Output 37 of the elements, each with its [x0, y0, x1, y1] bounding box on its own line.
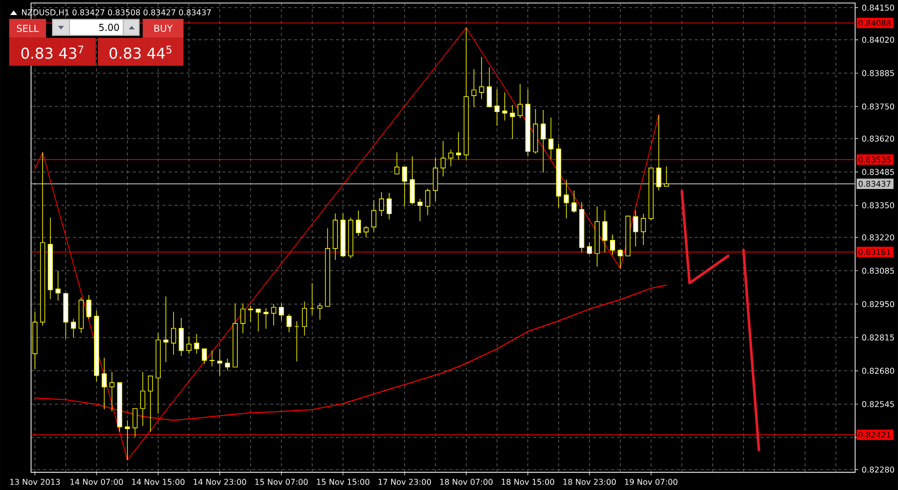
candlestick: [572, 190, 577, 213]
candlestick: [418, 198, 423, 222]
candlestick: [610, 234, 616, 256]
candlestick: [140, 372, 146, 426]
candlestick: [548, 117, 554, 160]
candlestick: [248, 305, 254, 322]
annotation: 5.00: [99, 24, 119, 31]
candlestick: [263, 308, 268, 330]
candlestick: [186, 336, 192, 354]
candlestick: [56, 270, 61, 301]
candlestick: [302, 301, 307, 336]
candlestick: [224, 358, 230, 371]
candlestick: [48, 217, 53, 300]
candlestick: [471, 68, 476, 108]
candlestick: [171, 311, 176, 355]
candlestick: [109, 372, 114, 412]
annotation: 0.83 43$^{7}$: [21, 46, 84, 59]
candlestick: [456, 132, 462, 160]
candlestick: [594, 206, 600, 268]
annotation: SELL: [16, 24, 39, 32]
candlestick: [163, 296, 168, 362]
candlestick: [432, 156, 438, 202]
candlestick: [564, 179, 569, 219]
candlestick: [494, 88, 500, 126]
candlestick: [602, 210, 608, 253]
candlestick: [286, 314, 292, 332]
candlestick: [379, 191, 384, 216]
annotation: 0.83 44$^{5}$: [110, 46, 172, 59]
candlestick: [510, 104, 515, 140]
candlestick: [217, 348, 222, 376]
candlestick: [102, 357, 107, 410]
candlestick: [540, 109, 546, 173]
annotation: BUY: [154, 24, 173, 32]
candlestick: [32, 311, 38, 370]
candlestick: [94, 310, 100, 382]
candlestick: [210, 350, 215, 367]
candlestick: [70, 318, 76, 338]
